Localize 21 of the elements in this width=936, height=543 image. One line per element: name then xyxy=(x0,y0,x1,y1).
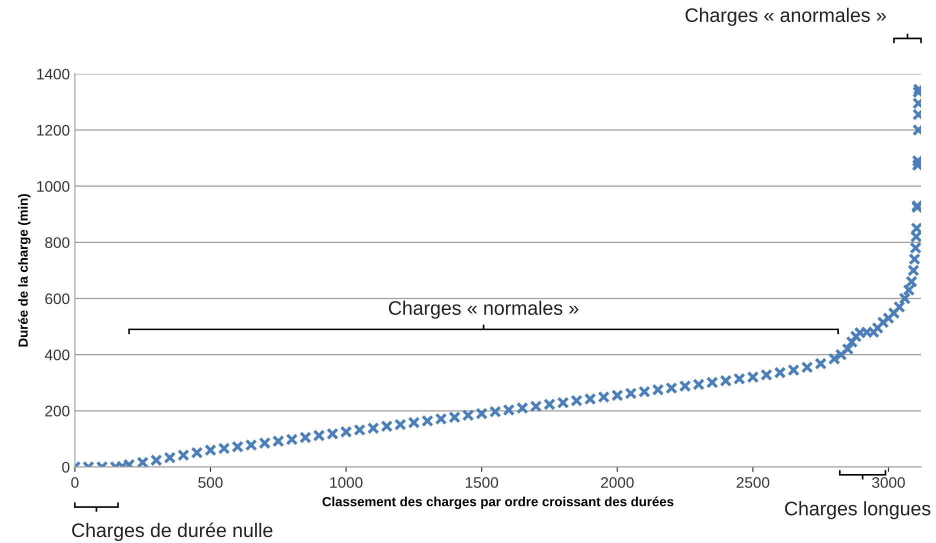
x-tick-label: 1000 xyxy=(330,477,362,488)
y-tick-label: 800 xyxy=(45,237,70,248)
text: Charges longues xyxy=(785,501,930,520)
x-tick-label: 2500 xyxy=(736,477,770,488)
y-tick-label: 200 xyxy=(45,406,70,417)
y-tick-label: 600 xyxy=(45,293,70,304)
annotation: Charges « normales » xyxy=(388,300,578,319)
x-tick-label: 1500 xyxy=(466,477,498,488)
x-tick-label: 0 xyxy=(71,477,79,488)
y-tick-label: 1400 xyxy=(37,68,70,80)
y-tick-label: 0 xyxy=(62,462,70,473)
text: Charges « anormales » xyxy=(686,8,886,26)
y-axis-title: Durée de la charge (min) xyxy=(18,194,30,347)
x-axis-title: Classement des charges par ordre croissant des durées xyxy=(322,496,674,509)
x-tick-label: 2000 xyxy=(601,477,634,488)
x-tick-label: 500 xyxy=(198,477,223,488)
y-tick-label: 1000 xyxy=(37,181,70,192)
text: Charges de durée nulle xyxy=(72,522,272,542)
x-tick-label: 3000 xyxy=(872,477,905,488)
y-tick-label: 1200 xyxy=(37,124,70,136)
y-tick-label: 400 xyxy=(44,350,70,360)
